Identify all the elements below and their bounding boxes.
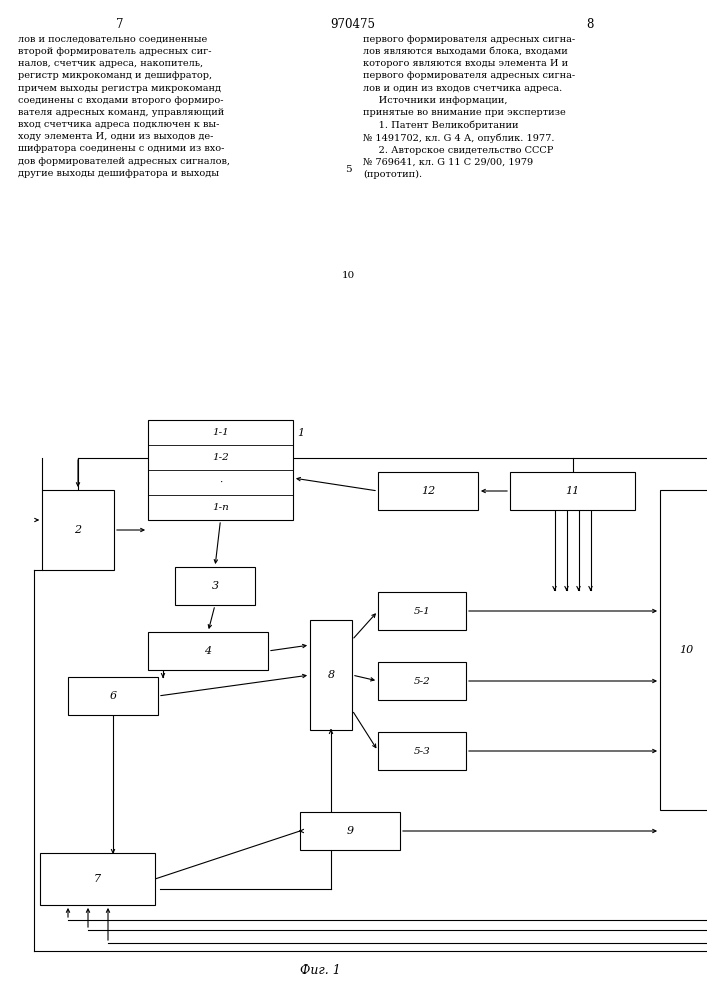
Bar: [378, 732, 466, 770]
Text: 7: 7: [94, 874, 101, 884]
Text: 5-1: 5-1: [414, 606, 431, 615]
Text: 1: 1: [297, 428, 304, 438]
Text: ·: ·: [219, 478, 222, 487]
Text: 970475: 970475: [330, 18, 375, 31]
Bar: [175, 567, 255, 605]
Text: 8: 8: [327, 670, 334, 680]
Text: 4: 4: [204, 646, 211, 656]
Bar: [68, 677, 158, 715]
Text: 12: 12: [421, 486, 435, 496]
Text: 2: 2: [74, 525, 81, 535]
Text: первого формирователя адресных сигна-
лов являются выходами блока, входами
котор: первого формирователя адресных сигна- ло…: [363, 35, 575, 179]
Text: лов и последовательно соединенные
второй формирователь адресных сиг-
налов, счет: лов и последовательно соединенные второй…: [18, 35, 230, 178]
Bar: [378, 662, 466, 700]
Bar: [310, 620, 352, 730]
Text: 6: 6: [110, 691, 117, 701]
Bar: [42, 490, 114, 570]
Text: 1-n: 1-n: [212, 503, 229, 512]
Bar: [378, 472, 478, 510]
Text: 1-1: 1-1: [212, 428, 229, 437]
Bar: [148, 632, 268, 670]
Text: 5-3: 5-3: [414, 746, 431, 756]
Bar: [510, 472, 635, 510]
Text: 3: 3: [211, 581, 218, 591]
Text: Фиг. 1: Фиг. 1: [300, 964, 340, 976]
Text: 10: 10: [341, 270, 355, 279]
Bar: [148, 420, 293, 520]
Text: 1-2: 1-2: [212, 453, 229, 462]
Text: 9: 9: [346, 826, 354, 836]
Bar: [378, 592, 466, 630]
Text: 8: 8: [586, 18, 594, 31]
Text: 7: 7: [116, 18, 124, 31]
Text: 5: 5: [345, 165, 351, 174]
Text: 10: 10: [679, 645, 693, 655]
Bar: [300, 812, 400, 850]
Text: 11: 11: [566, 486, 580, 496]
Bar: [40, 853, 155, 905]
Text: 5-2: 5-2: [414, 676, 431, 686]
Bar: [660, 490, 707, 810]
